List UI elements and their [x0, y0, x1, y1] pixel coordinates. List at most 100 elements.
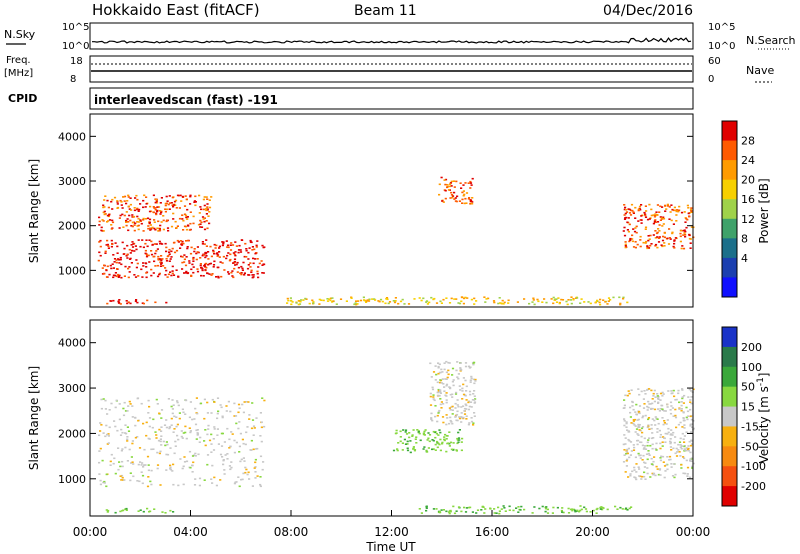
- data-cell: [255, 246, 258, 248]
- data-cell: [437, 362, 440, 364]
- data-cell: [443, 439, 446, 442]
- data-cell: [233, 253, 236, 256]
- data-cell: [126, 460, 129, 462]
- data-cell: [133, 229, 136, 232]
- data-cell: [151, 426, 154, 429]
- data-cell: [437, 412, 440, 414]
- data-cell: [437, 394, 440, 397]
- data-cell: [350, 297, 353, 299]
- data-cell: [689, 238, 692, 240]
- data-cell: [379, 298, 383, 301]
- data-cell: [469, 401, 473, 403]
- data-cell: [123, 247, 126, 250]
- data-cell: [151, 244, 154, 246]
- data-cell: [108, 426, 111, 429]
- data-cell: [189, 401, 192, 403]
- data-cell: [243, 460, 246, 462]
- data-cell: [234, 254, 237, 257]
- data-cell: [438, 394, 441, 397]
- data-cell: [457, 431, 460, 434]
- data-cell: [152, 211, 155, 214]
- data-cell: [473, 399, 476, 401]
- data-cell: [121, 431, 124, 434]
- data-cell: [427, 432, 430, 434]
- data-cell: [99, 245, 102, 248]
- data-cell: [439, 392, 442, 394]
- data-cell: [233, 439, 236, 442]
- data-cell: [176, 194, 180, 197]
- data-cell: [646, 409, 649, 411]
- data-cell: [213, 476, 216, 479]
- colorbar-frame: [721, 120, 738, 298]
- data-cell: [643, 471, 646, 474]
- data-cell: [172, 205, 175, 208]
- data-cell: [450, 448, 453, 451]
- data-cell: [647, 425, 650, 428]
- data-cell: [172, 212, 175, 215]
- data-cell: [643, 447, 646, 449]
- data-cell: [197, 251, 200, 254]
- data-cell: [678, 408, 681, 410]
- data-cell: [644, 393, 647, 395]
- data-cell: [136, 221, 139, 223]
- data-cell: [646, 426, 649, 429]
- data-cell: [681, 432, 684, 435]
- data-cell: [631, 209, 634, 212]
- data-cell: [623, 424, 626, 427]
- data-cell: [206, 272, 209, 275]
- data-cell: [116, 201, 119, 203]
- data-cell: [197, 453, 200, 456]
- data-cell: [107, 245, 110, 247]
- data-cell: [252, 262, 255, 265]
- x-tick-label: 00:00: [73, 525, 108, 539]
- data-cell: [663, 476, 666, 479]
- data-cell: [122, 414, 126, 417]
- data-cell: [203, 243, 206, 245]
- data-cell: [429, 395, 432, 398]
- data-cell: [176, 401, 179, 404]
- data-cell: [444, 189, 447, 192]
- data-cell: [234, 251, 237, 253]
- data-cell: [196, 432, 199, 434]
- data-cell: [455, 180, 458, 183]
- data-cell: [453, 186, 456, 188]
- data-cell: [229, 410, 232, 413]
- data-cell: [683, 211, 686, 213]
- data-cell: [650, 389, 653, 392]
- data-cell: [464, 403, 467, 405]
- data-cell: [196, 429, 199, 431]
- data-cell: [126, 200, 129, 202]
- data-cell: [440, 302, 443, 304]
- freq-tick-low: 8: [70, 74, 76, 85]
- data-cell: [164, 210, 167, 213]
- data-cell: [99, 254, 102, 257]
- data-cell: [212, 250, 215, 253]
- data-cell: [182, 242, 185, 245]
- data-cell: [684, 449, 687, 451]
- data-cell: [196, 433, 199, 435]
- data-cell: [463, 407, 467, 410]
- data-cell: [229, 253, 232, 256]
- data-cell: [619, 302, 622, 305]
- data-cell: [558, 302, 561, 305]
- data-cell: [625, 209, 628, 211]
- data-cell: [675, 455, 679, 457]
- data-cell: [247, 401, 250, 403]
- data-cell: [659, 407, 662, 410]
- y-tick-label: 2000: [58, 220, 86, 233]
- data-cell: [182, 219, 185, 222]
- data-cell: [567, 299, 570, 301]
- colorbar-tick-label: -15: [741, 420, 759, 433]
- data-cell: [690, 211, 693, 213]
- data-cell: [155, 437, 158, 439]
- data-cell: [664, 432, 667, 435]
- data-cell: [121, 213, 124, 216]
- data-cell: [662, 423, 665, 426]
- data-cell: [256, 240, 259, 242]
- data-cell: [428, 301, 431, 304]
- data-cell: [647, 239, 650, 242]
- data-cell: [651, 447, 654, 450]
- data-cell: [427, 447, 430, 449]
- data-cell: [171, 204, 174, 206]
- data-cell: [464, 379, 467, 382]
